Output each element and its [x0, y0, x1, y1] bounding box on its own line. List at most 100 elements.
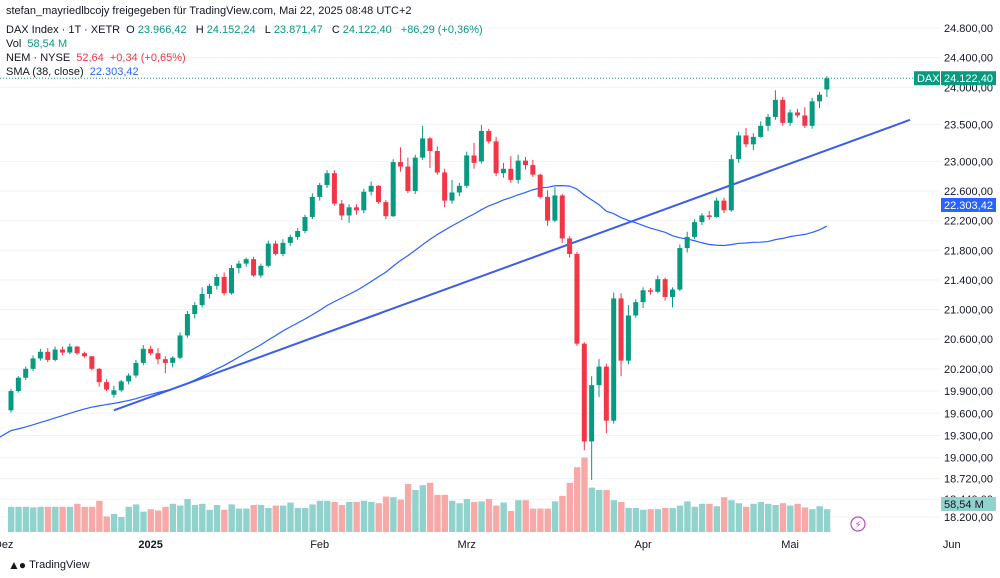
volume-bar	[471, 502, 478, 532]
candle-body	[589, 385, 595, 442]
low-value: 23.871,47	[273, 24, 323, 36]
time-tick-label: 2025	[138, 539, 162, 551]
volume-bar	[551, 501, 559, 532]
candle-body	[794, 112, 800, 116]
candle-body	[206, 285, 212, 294]
candle-body	[346, 207, 352, 216]
candle-body	[530, 165, 536, 175]
volume-bar	[757, 502, 765, 532]
candle-body	[434, 150, 440, 173]
volume-bar	[537, 508, 544, 532]
candle-body	[15, 377, 21, 392]
candle-body	[552, 195, 558, 221]
volume-bar	[463, 499, 471, 532]
candle-body	[37, 351, 43, 359]
volume-bar	[368, 502, 375, 532]
volume-bar	[720, 497, 728, 532]
volume-bar	[8, 506, 15, 532]
nem-line: NEM · NYSE 52,64 +0,34 (+0,65%)	[6, 52, 186, 64]
volume-bar	[30, 507, 37, 532]
volume-bar	[419, 485, 426, 532]
candle-body	[493, 141, 499, 174]
volume-bar	[404, 484, 412, 532]
candle-body	[640, 290, 646, 303]
volume-bar	[816, 506, 823, 532]
sma-price-label: 22.303,42	[944, 200, 993, 212]
volume-bar	[199, 503, 206, 532]
volume-bar	[331, 502, 338, 532]
candle-body	[464, 155, 470, 186]
tradingview-logo: ▲● TradingView	[8, 558, 90, 572]
volume-bar	[625, 508, 632, 532]
candle-body	[662, 279, 668, 297]
volume-bar	[353, 502, 360, 532]
time-tick-label: Jun	[943, 539, 961, 551]
volume-bar	[772, 505, 779, 532]
volume-bar	[397, 499, 404, 532]
candle-body	[192, 305, 198, 314]
candle-body	[398, 162, 404, 167]
sma-line	[0, 185, 828, 438]
candle-body	[677, 248, 683, 290]
volume-bar	[155, 510, 162, 532]
volume-bar	[257, 505, 265, 532]
candle-body	[471, 155, 477, 163]
candle-body	[59, 349, 65, 353]
candle-body	[111, 390, 117, 395]
volume-bars	[8, 457, 831, 532]
time-tick-label: Mrz	[458, 539, 476, 551]
candle-body	[324, 173, 330, 186]
candle-body	[670, 289, 675, 297]
candle-body	[625, 315, 631, 361]
volume-bar	[37, 506, 44, 532]
volume-bar	[250, 505, 257, 532]
candle-body	[30, 358, 36, 369]
volume-bar	[588, 487, 596, 532]
volume-bar	[522, 500, 529, 532]
volume-bar	[765, 503, 772, 532]
volume-bar	[22, 506, 30, 532]
price-tick-label: 24.000,00	[944, 82, 993, 94]
volume-bar	[243, 508, 250, 532]
last-price-symbol-box	[914, 71, 940, 86]
candle-body	[772, 99, 778, 117]
volume-bar	[610, 500, 618, 532]
candle-body	[758, 125, 764, 137]
volume-bar	[449, 500, 456, 532]
candle-body	[126, 375, 132, 382]
candle-body	[118, 381, 124, 391]
price-tick-label: 19.000,00	[944, 453, 993, 465]
volume-bar	[743, 506, 750, 532]
candle-body	[331, 173, 337, 204]
candle-body	[265, 243, 271, 266]
price-tick-label: 18.200,00	[944, 512, 993, 524]
candle-body	[574, 253, 580, 344]
volume-bar	[544, 508, 551, 532]
volume-bar	[559, 496, 566, 532]
candle-body	[236, 263, 242, 269]
candle-body	[368, 185, 374, 192]
volume-bar	[279, 505, 287, 532]
volume-bar	[669, 508, 676, 532]
candle-body	[295, 231, 301, 237]
price-tick-label: 22.600,00	[944, 186, 993, 198]
volume-price-box	[941, 497, 996, 511]
price-axis: 18.200,0018.440,0018.720,0019.000,0019.3…	[944, 23, 993, 524]
price-tick-label: 21.800,00	[944, 245, 993, 257]
volume-bar	[676, 505, 684, 532]
candles	[8, 76, 830, 480]
candle-body	[647, 290, 653, 292]
symbol-text: DAX Index · 1T · XETR	[6, 24, 121, 36]
change-value: +86,29 (+0,36%)	[400, 24, 483, 36]
volume-bar	[287, 502, 294, 532]
volume-bar	[66, 506, 74, 532]
trend-line	[113, 118, 911, 412]
candle-body	[23, 368, 29, 378]
volume-bar	[44, 506, 52, 532]
candle-body	[824, 78, 830, 90]
volume-bar	[96, 500, 103, 532]
volume-bar	[706, 503, 713, 532]
volume-line: Vol 58,54 M	[6, 38, 68, 50]
volume-bar	[640, 509, 647, 532]
